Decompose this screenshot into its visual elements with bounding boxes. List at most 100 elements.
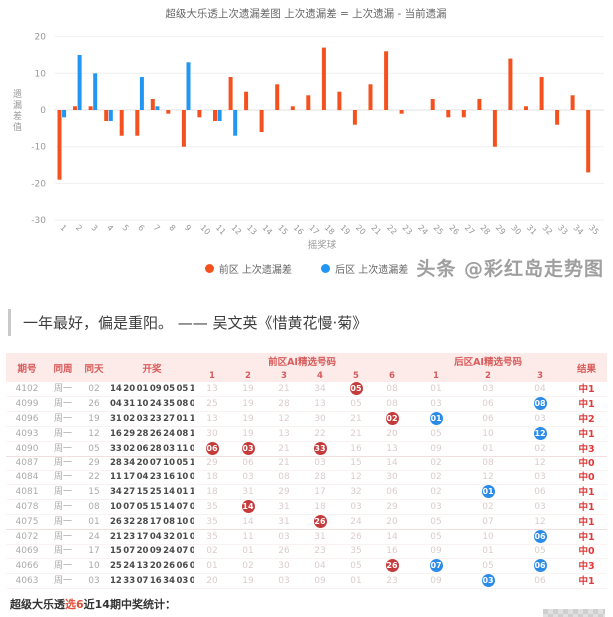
back-pick: 05 (430, 428, 442, 439)
front-pick-cell: 30 (194, 426, 230, 442)
front-pick-cell: 06 (230, 456, 266, 471)
front-col-header: 5 (338, 369, 374, 382)
front-pick-cell: 30 (266, 558, 302, 574)
front-pick: 03 (242, 472, 254, 482)
legend-item-back: 后区 上次遗漏差 (321, 261, 408, 276)
svg-text:9: 9 (183, 223, 193, 233)
front-pick-cell: 13 (266, 426, 302, 442)
stats-title-segment: 近14期中奖统计： (83, 598, 176, 611)
front-hit-ball: 33 (313, 442, 327, 455)
front-pick-cell: 19 (230, 426, 266, 442)
back-pick-cell: 09 (410, 441, 463, 457)
back-pick: 06 (534, 486, 546, 497)
draw-numbers: 31 02 03 23 27 01 10 (110, 411, 194, 427)
day-cell: 10 (78, 558, 110, 574)
back-pick-cell: 03 (514, 499, 567, 515)
svg-text:0: 0 (40, 106, 46, 116)
svg-text:4: 4 (105, 223, 115, 233)
watermark: 头条 @彩红岛走势图 (416, 258, 604, 280)
front-pick-cell: 26 (374, 558, 411, 574)
back-pick: 02 (430, 458, 442, 468)
front-pick-cell: 31 (230, 484, 266, 500)
back-pick-cell: 02 (514, 441, 567, 457)
issue-cell: 4069 (6, 544, 48, 559)
table-row: 4078 周一 08 10 07 05 15 14 07 04 35 14 31 18 03 29… (6, 499, 608, 515)
back-pick: 12 (534, 458, 546, 468)
front-pick: 31 (242, 486, 254, 497)
back-pick-cell: 06 (514, 529, 567, 545)
back-pick-cell: 06 (514, 558, 567, 574)
back-pick: 02 (534, 443, 546, 454)
col-header-day: 同天 (78, 353, 110, 382)
issue-cell: 4081 (6, 484, 48, 500)
back-pick: 04 (534, 383, 546, 394)
svg-text:10: 10 (35, 69, 47, 79)
front-pick: 06 (386, 486, 398, 497)
front-pick: 28 (278, 398, 290, 409)
svg-text:33: 33 (556, 223, 570, 237)
front-pick: 32 (350, 486, 362, 497)
draw-numbers: 14 20 01 09 05 05 11 (110, 382, 194, 397)
result-cell: 中1 (566, 484, 608, 500)
front-pick-cell: 13 (194, 411, 230, 427)
front-pick: 04 (314, 560, 326, 571)
front-hit-ball: 05 (349, 382, 363, 395)
svg-text:24: 24 (416, 223, 430, 237)
day-cell: 01 (78, 514, 110, 530)
back-pick-cell: 06 (462, 396, 515, 412)
back-bars (62, 55, 238, 136)
front-pick: 22 (314, 428, 326, 439)
back-pick: 01 (482, 546, 494, 556)
front-pick: 14 (242, 516, 254, 527)
front-pick: 03 (314, 458, 326, 468)
back-pick-cell: 07 (462, 514, 515, 530)
front-hit-ball: 26 (313, 515, 327, 528)
draw-numbers: 15 07 20 09 24 07 03 (110, 544, 194, 559)
day-cell: 02 (78, 382, 110, 397)
front-pick: 18 (206, 486, 218, 497)
issue-cell: 4096 (6, 411, 48, 427)
back-pick: 06 (482, 398, 494, 409)
issue-cell: 4075 (6, 514, 48, 530)
back-pick: 02 (430, 486, 442, 497)
result-cell: 中3 (566, 441, 608, 457)
back-hit-ball: 12 (533, 427, 547, 440)
back-col-header: 1 (410, 369, 463, 382)
svg-text:20: 20 (35, 33, 47, 43)
front-pick: 01 (242, 546, 254, 556)
stats-section: 超级大乐透选6近14期中奖统计： 中3(2次,14.29%)中2(1次,7.14… (10, 596, 605, 617)
issue-cell: 4072 (6, 529, 48, 545)
front-pick: 30 (314, 413, 326, 424)
front-pick: 26 (278, 546, 290, 556)
front-pick-cell: 03 (266, 573, 302, 589)
svg-text:12: 12 (229, 223, 243, 237)
front-col-header: 6 (374, 369, 411, 382)
back-pick-cell: 03 (462, 382, 515, 397)
front-pick: 02 (242, 560, 254, 571)
front-pick-cell: 05 (338, 396, 374, 412)
table-row: 4087 周一 29 28 34 20 07 10 05 10 29 06 21 03 15 14… (6, 456, 608, 471)
front-pick: 11 (242, 531, 254, 542)
front-pick-cell: 35 (194, 514, 230, 530)
svg-text:19: 19 (338, 223, 352, 237)
result-cell: 中2 (566, 411, 608, 427)
back-pick-cell: 01 (462, 544, 515, 559)
front-pick: 18 (314, 501, 326, 512)
front-pick-cell: 02 (230, 558, 266, 574)
back-pick: 03 (534, 501, 546, 512)
back-pick: 05 (482, 560, 494, 571)
svg-text:18: 18 (323, 223, 337, 237)
back-pick-cell: 12 (514, 456, 567, 471)
front-pick-cell: 16 (374, 544, 411, 559)
draw-numbers: 33 02 06 28 03 11 07 (110, 441, 194, 457)
draw-numbers: 21 23 17 04 32 01 06 (110, 529, 194, 545)
back-pick-cell: 09 (410, 544, 463, 559)
front-pick-cell: 06 (374, 484, 411, 500)
front-pick-cell: 08 (374, 396, 411, 412)
result-cell: 中1 (566, 573, 608, 589)
front-pick-cell: 02 (194, 544, 230, 559)
day-cell: 05 (78, 441, 110, 457)
front-pick: 20 (386, 428, 398, 439)
front-pick: 21 (278, 383, 290, 394)
week-cell: 周一 (48, 529, 78, 545)
